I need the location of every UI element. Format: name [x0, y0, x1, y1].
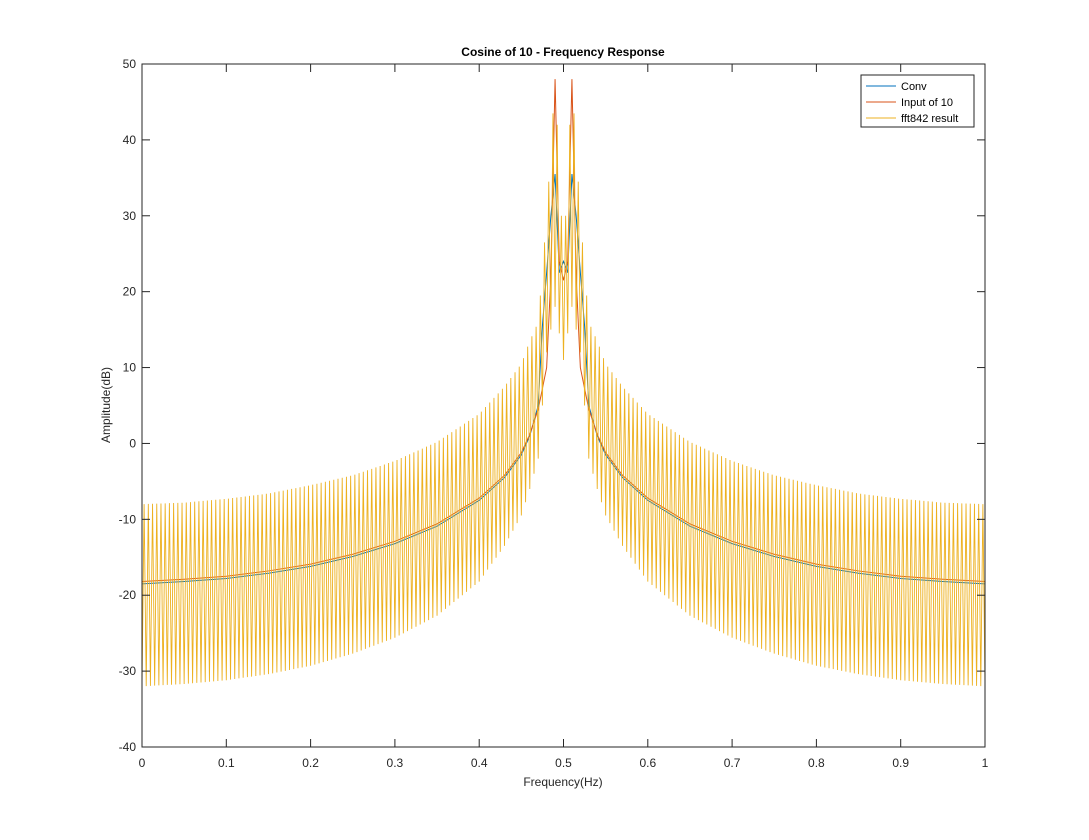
legend-label-1: Input of 10	[901, 97, 953, 109]
x-tick-label: 0.1	[218, 756, 235, 770]
y-tick-label: -10	[119, 512, 137, 526]
series-line-0	[142, 173, 985, 585]
x-tick-label: 0.7	[724, 756, 741, 770]
x-tick-label: 0.3	[387, 756, 404, 770]
series-layer	[142, 79, 985, 687]
x-tick-label: 0.9	[892, 756, 909, 770]
y-tick-label: -30	[119, 664, 137, 678]
y-tick-label: -40	[119, 740, 137, 754]
legend: Conv Input of 10 fft842 result	[860, 74, 975, 128]
x-tick-label: 0.8	[808, 756, 825, 770]
y-tick-label: -20	[119, 588, 137, 602]
x-tick-label: 0.5	[555, 756, 572, 770]
legend-label-2: fft842 result	[901, 113, 958, 125]
chart-title: Cosine of 10 - Frequency Response	[461, 45, 665, 59]
x-tick-label: 0.6	[639, 756, 656, 770]
x-axis-ticks: 0 0.1 0.2 0.3 0.4 0.5 0.6 0.7 0.8 0.9 1	[139, 64, 989, 770]
y-tick-label: 40	[123, 133, 137, 147]
x-tick-label: 1	[982, 756, 989, 770]
x-tick-label: 0	[139, 756, 146, 770]
series-line-2	[142, 113, 985, 687]
y-tick-label: 30	[123, 209, 137, 223]
legend-label-0: Conv	[901, 81, 927, 93]
x-tick-label: 0.2	[302, 756, 319, 770]
y-tick-label: 0	[129, 436, 136, 450]
y-axis-ticks: -40 -30 -20 -10 0 10 20 30 40 50	[119, 57, 985, 754]
x-axis-label: Frequency(Hz)	[523, 775, 602, 789]
y-tick-label: 10	[123, 361, 137, 375]
y-tick-label: 20	[123, 285, 137, 299]
plot-area	[141, 63, 986, 748]
y-tick-label: 50	[123, 57, 137, 71]
x-tick-label: 0.4	[471, 756, 488, 770]
y-axis-label: Amplitude(dB)	[99, 367, 113, 443]
plot-background	[142, 64, 985, 747]
